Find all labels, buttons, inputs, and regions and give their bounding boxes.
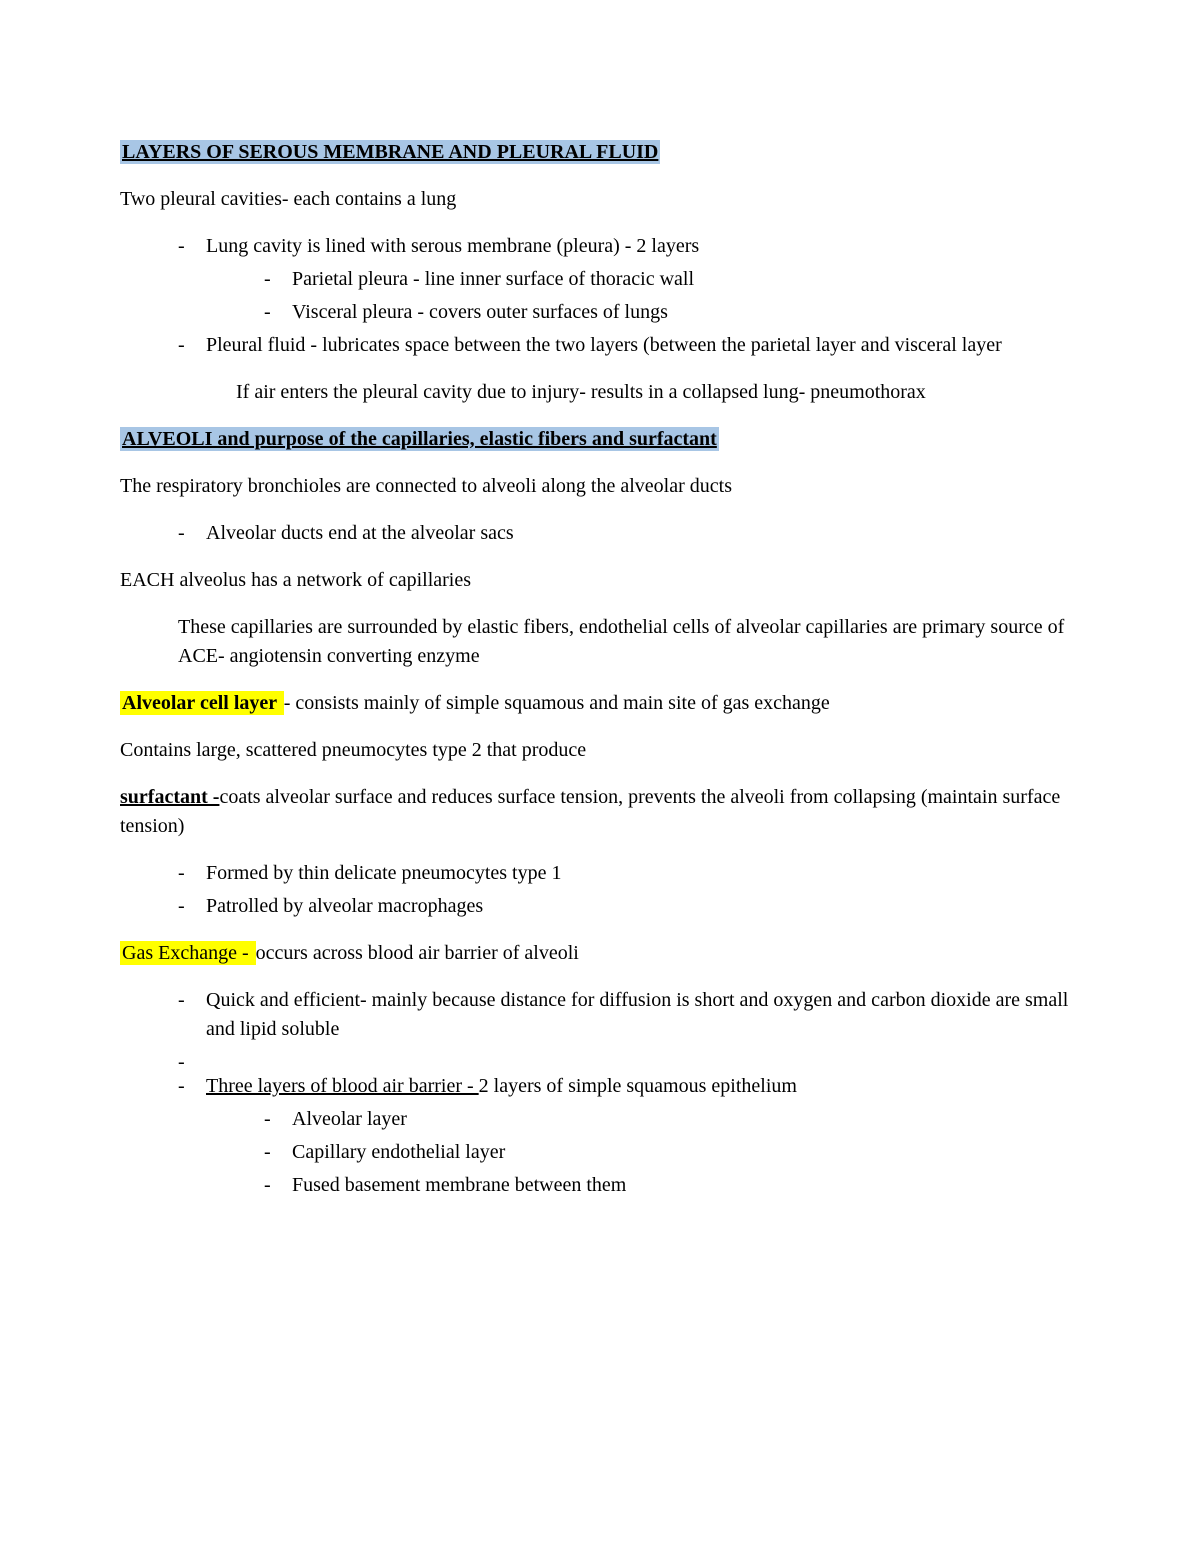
list-item: Pleural fluid - lubricates space between… — [178, 331, 1080, 360]
list-item-blank — [178, 1048, 1080, 1068]
para-rest: occurs across blood air barrier of alveo… — [256, 942, 579, 964]
heading-2-text: ALVEOLI and purpose of the capillaries, … — [120, 427, 719, 451]
para-pneumothorax: If air enters the pleural cavity due to … — [120, 378, 1080, 407]
term-three-layers: Three layers of blood air barrier - — [206, 1075, 479, 1097]
list-item: Alveolar layer — [264, 1105, 1080, 1134]
para-gas-exchange: Gas Exchange - occurs across blood air b… — [120, 939, 1080, 968]
list-item-text: Lung cavity is lined with serous membran… — [206, 235, 699, 257]
heading-serous-membrane: LAYERS OF SEROUS MEMBRANE AND PLEURAL FL… — [120, 138, 1080, 167]
para-rest: coats alveolar surface and reduces surfa… — [120, 786, 1060, 837]
list-item: Quick and efficient- mainly because dist… — [178, 986, 1080, 1044]
list-item: Patrolled by alveolar macrophages — [178, 892, 1080, 921]
list-item: Lung cavity is lined with serous membran… — [178, 232, 1080, 327]
document-page: LAYERS OF SEROUS MEMBRANE AND PLEURAL FL… — [0, 0, 1200, 1553]
sublist-pleura-layers: Parietal pleura - line inner surface of … — [206, 265, 1080, 327]
list-item-rest: 2 layers of simple squamous epithelium — [479, 1075, 797, 1097]
heading-alveoli: ALVEOLI and purpose of the capillaries, … — [120, 425, 1080, 454]
list-item: Three layers of blood air barrier - 2 la… — [178, 1072, 1080, 1200]
heading-1-text: LAYERS OF SEROUS MEMBRANE AND PLEURAL FL… — [120, 140, 660, 164]
sublist-blood-air-barrier: Alveolar layer Capillary endothelial lay… — [206, 1105, 1080, 1200]
para-capillaries-ace: These capillaries are surrounded by elas… — [120, 613, 1080, 671]
list-pleura: Lung cavity is lined with serous membran… — [120, 232, 1080, 360]
list-gas-exchange: Quick and efficient- mainly because dist… — [120, 986, 1080, 1200]
list-item: Formed by thin delicate pneumocytes type… — [178, 859, 1080, 888]
list-item: Visceral pleura - covers outer surfaces … — [264, 298, 1080, 327]
para-resp-bronchioles: The respiratory bronchioles are connecte… — [120, 472, 1080, 501]
para-alveolar-cell-layer: Alveolar cell layer - consists mainly of… — [120, 689, 1080, 718]
highlight-gas-exchange: Gas Exchange - — [120, 941, 256, 965]
list-item: Alveolar ducts end at the alveolar sacs — [178, 519, 1080, 548]
list-item: Parietal pleura - line inner surface of … — [264, 265, 1080, 294]
list-alveolar-ducts: Alveolar ducts end at the alveolar sacs — [120, 519, 1080, 548]
list-item: Capillary endothelial layer — [264, 1138, 1080, 1167]
para-rest: - consists mainly of simple squamous and… — [284, 692, 830, 714]
list-surfactant-details: Formed by thin delicate pneumocytes type… — [120, 859, 1080, 921]
para-surfactant: surfactant -coats alveolar surface and r… — [120, 783, 1080, 841]
list-item: Fused basement membrane between them — [264, 1171, 1080, 1200]
para-pneumocytes-type2: Contains large, scattered pneumocytes ty… — [120, 736, 1080, 765]
term-surfactant: surfactant - — [120, 786, 219, 808]
highlight-alveolar-cell-layer: Alveolar cell layer — [120, 691, 284, 715]
para-two-pleural: Two pleural cavities- each contains a lu… — [120, 185, 1080, 214]
para-each-alveolus: EACH alveolus has a network of capillari… — [120, 566, 1080, 595]
